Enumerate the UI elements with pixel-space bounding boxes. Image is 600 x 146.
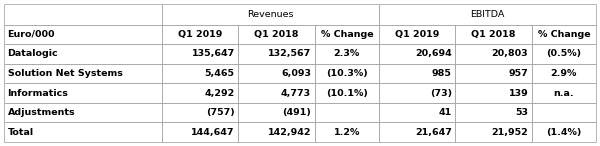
Bar xyxy=(315,44,379,64)
Text: (491): (491) xyxy=(282,108,311,117)
Bar xyxy=(379,103,455,122)
Text: 4,773: 4,773 xyxy=(281,89,311,98)
Bar xyxy=(4,64,162,83)
Text: Q1 2018: Q1 2018 xyxy=(472,30,516,39)
Bar xyxy=(315,83,379,103)
Text: 20,803: 20,803 xyxy=(491,49,528,58)
Text: (73): (73) xyxy=(430,89,452,98)
Bar xyxy=(162,103,238,122)
Text: (1.4%): (1.4%) xyxy=(546,128,581,137)
Bar xyxy=(4,83,162,103)
Text: 6,093: 6,093 xyxy=(281,69,311,78)
Text: Informatics: Informatics xyxy=(8,89,68,98)
Text: 142,942: 142,942 xyxy=(268,128,311,137)
Text: 132,567: 132,567 xyxy=(268,49,311,58)
Bar xyxy=(532,25,596,44)
Bar xyxy=(315,25,379,44)
Bar xyxy=(379,4,596,25)
Bar xyxy=(379,83,455,103)
Text: 5,465: 5,465 xyxy=(205,69,235,78)
Bar xyxy=(532,103,596,122)
Bar xyxy=(4,122,162,142)
Text: (10.1%): (10.1%) xyxy=(326,89,368,98)
Bar xyxy=(532,44,596,64)
Bar xyxy=(315,64,379,83)
Text: Datalogic: Datalogic xyxy=(8,49,58,58)
Bar xyxy=(315,103,379,122)
Bar xyxy=(4,4,162,25)
Text: Adjustments: Adjustments xyxy=(8,108,75,117)
Text: 2.3%: 2.3% xyxy=(334,49,360,58)
Text: n.a.: n.a. xyxy=(554,89,574,98)
Bar xyxy=(162,64,238,83)
Text: 2.9%: 2.9% xyxy=(551,69,577,78)
Bar xyxy=(455,25,532,44)
Bar xyxy=(162,44,238,64)
Bar xyxy=(379,25,455,44)
Bar xyxy=(4,44,162,64)
Text: 21,952: 21,952 xyxy=(491,128,528,137)
Text: 135,647: 135,647 xyxy=(191,49,235,58)
Text: EBITDA: EBITDA xyxy=(470,10,505,19)
Bar xyxy=(379,64,455,83)
Text: Q1 2019: Q1 2019 xyxy=(178,30,223,39)
Bar xyxy=(455,64,532,83)
Text: Solution Net Systems: Solution Net Systems xyxy=(8,69,122,78)
Text: Total: Total xyxy=(8,128,34,137)
Text: 4,292: 4,292 xyxy=(205,89,235,98)
Text: Revenues: Revenues xyxy=(247,10,294,19)
Bar xyxy=(238,122,315,142)
Text: 985: 985 xyxy=(432,69,452,78)
Text: 139: 139 xyxy=(508,89,528,98)
Text: Q1 2018: Q1 2018 xyxy=(254,30,299,39)
Bar xyxy=(162,25,238,44)
Bar xyxy=(4,103,162,122)
Bar xyxy=(455,103,532,122)
Text: 1.2%: 1.2% xyxy=(334,128,360,137)
Text: 41: 41 xyxy=(439,108,452,117)
Text: Q1 2019: Q1 2019 xyxy=(395,30,439,39)
Text: (757): (757) xyxy=(206,108,235,117)
Text: % Change: % Change xyxy=(320,30,373,39)
Text: (10.3%): (10.3%) xyxy=(326,69,368,78)
Bar xyxy=(238,44,315,64)
Bar xyxy=(162,122,238,142)
Bar xyxy=(4,25,162,44)
Text: Euro/000: Euro/000 xyxy=(8,30,55,39)
Bar xyxy=(238,64,315,83)
Text: 957: 957 xyxy=(508,69,528,78)
Bar xyxy=(238,103,315,122)
Text: (0.5%): (0.5%) xyxy=(547,49,581,58)
Text: % Change: % Change xyxy=(538,30,590,39)
Bar xyxy=(238,25,315,44)
Bar xyxy=(379,44,455,64)
Text: 53: 53 xyxy=(515,108,528,117)
Bar xyxy=(455,44,532,64)
Bar xyxy=(315,122,379,142)
Bar xyxy=(162,4,379,25)
Text: 20,694: 20,694 xyxy=(415,49,452,58)
Bar xyxy=(162,83,238,103)
Bar xyxy=(379,122,455,142)
Bar xyxy=(532,64,596,83)
Text: 144,647: 144,647 xyxy=(191,128,235,137)
Bar xyxy=(238,83,315,103)
Bar xyxy=(455,83,532,103)
Bar xyxy=(532,122,596,142)
Text: 21,647: 21,647 xyxy=(415,128,452,137)
Bar xyxy=(455,122,532,142)
Bar xyxy=(532,83,596,103)
